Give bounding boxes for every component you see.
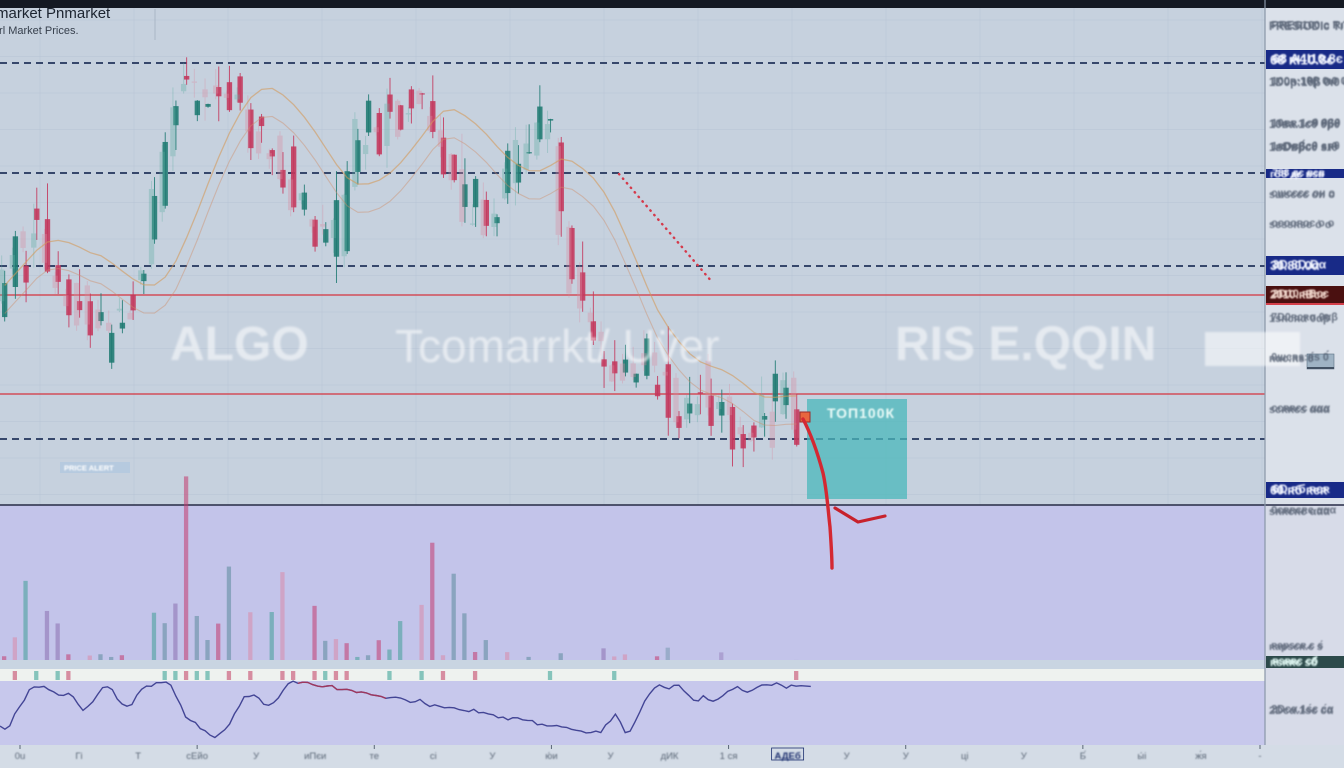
svg-text:1 ся: 1 ся	[720, 751, 738, 762]
svg-text:Гi: Гi	[75, 751, 82, 762]
svg-text:оєооʀоє ο ο: оєооʀоє ο ο	[1271, 218, 1334, 230]
svg-text:788 дє всв: 788 дє всв	[1272, 168, 1325, 179]
svg-text:ALGO: ALGO	[170, 318, 309, 371]
svg-text:ы́і: ы́і	[1137, 751, 1146, 762]
svg-text:те: те	[370, 751, 380, 762]
svg-text:3D.8D.Dα: 3D.8D.Dα	[1272, 258, 1326, 272]
svg-text:У: У	[844, 751, 851, 762]
svg-text:10вʀ.1сθ θβθ: 10вʀ.1сθ θβθ	[1271, 118, 1340, 130]
svg-text:Tcomarrkt/ Uv̈er: Tcomarrkt/ Uv̈er	[395, 320, 720, 372]
svg-text:trl Market Prices.: trl Market Prices.	[0, 25, 79, 37]
svg-text:PRICE ALERT: PRICE ALERT	[64, 464, 114, 473]
svg-text:Б́: Б́	[1080, 750, 1086, 762]
svg-text:market Pnmarket: market Pnmarket	[0, 5, 111, 22]
svg-text:ссʀʀєс ααα: ссʀʀєс ααα	[1271, 403, 1330, 415]
svg-text:0шсʀѕ:ʀѕ 0́́́: 0шсʀѕ:ʀѕ 0́́́	[1271, 350, 1329, 364]
svg-text:6D.ʀб ʀєʀ: 6D.ʀб ʀєʀ	[1272, 482, 1331, 496]
svg-text:RIS E.QQIN: RIS E.QQIN	[895, 318, 1156, 371]
svg-text:2D10.ʀΒсє: 2D10.ʀΒсє	[1272, 288, 1329, 300]
svg-text:иПєи: иПєи	[304, 751, 326, 762]
svg-text:1ʀDвβсθ ѕʀθ: 1ʀDвβсθ ѕʀθ	[1271, 141, 1339, 153]
svg-text:У: У	[1021, 751, 1028, 762]
svg-text:У: У	[253, 751, 260, 762]
svg-text:7D0ʀсʀα 0αβ: 7D0ʀсʀα 0αβ	[1271, 312, 1338, 324]
svg-text:2Dсα.1ѕє сα: 2Dсα.1ѕє сα	[1271, 704, 1334, 716]
svg-text:ТОП100К: ТОП100К	[827, 405, 895, 421]
svg-text:PRES100ıс RıTO: PRES100ıс RıTO	[1271, 20, 1344, 32]
svg-text:100ʀ:1θβ 0ι0 0: 100ʀ:1θβ 0ι0 0	[1271, 76, 1344, 88]
svg-text:ці: ці	[961, 751, 969, 762]
svg-text:У: У	[607, 751, 614, 762]
svg-text:ю́и: ю́и	[545, 751, 557, 762]
svg-text:-: -	[1258, 751, 1261, 762]
svg-text:дИК: дИК	[661, 751, 679, 762]
svg-text:T: T	[135, 751, 141, 762]
svg-text:сі: сі	[430, 751, 437, 762]
svg-text:0сʀʀсʀє ααα: 0сʀʀсʀє ααα	[1271, 505, 1336, 517]
svg-text:ʀарѕсʀ.є ѕ: ʀарѕсʀ.є ѕ	[1271, 641, 1323, 652]
svg-text:У: У	[903, 751, 910, 762]
svg-text:ж́я: ж́я	[1195, 750, 1207, 762]
svg-text:0u: 0u	[15, 751, 26, 762]
svg-text:У: У	[489, 751, 496, 762]
svg-text:ʀѕʀʀс сб: ʀѕʀʀс сб	[1272, 656, 1318, 668]
svg-text:68 A4Ι10.8є: 68 A4Ι10.8є	[1272, 51, 1343, 66]
svg-text:сшсєєє οн ο: сшсєєє οн ο	[1271, 188, 1335, 200]
svg-text:cЕйo: cЕйo	[186, 751, 208, 762]
